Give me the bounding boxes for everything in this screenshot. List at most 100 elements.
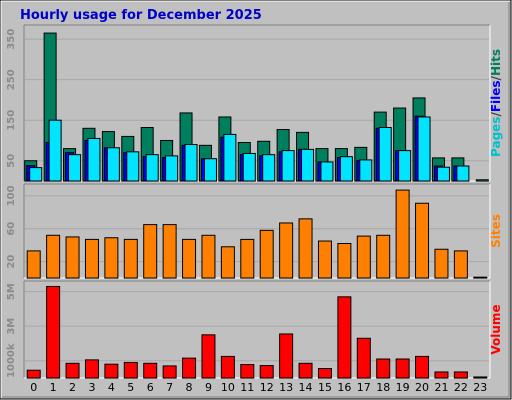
bar-sites: [123, 238, 138, 279]
bar-sites: [182, 238, 197, 279]
bar-pages: [320, 161, 334, 182]
bar-volume: [123, 361, 138, 379]
bar-sites: [201, 234, 216, 279]
x-tick-label: 11: [240, 381, 254, 394]
y-tick-label: 250: [6, 69, 17, 90]
side-label-part: Sites: [489, 214, 503, 248]
panel-side-label: Pages/Files/Hits: [489, 49, 503, 157]
x-tick-label: 0: [30, 381, 37, 394]
bar-sites: [104, 237, 119, 279]
bar-sites: [453, 250, 468, 279]
bar-pages: [475, 179, 489, 182]
bar-sites: [26, 250, 41, 279]
x-tick-label: 7: [166, 381, 173, 394]
bar-pages: [29, 167, 43, 182]
bar-pages: [359, 159, 373, 182]
panel-side-label: Volume: [489, 304, 503, 354]
bar-volume: [453, 371, 468, 379]
y-tick-label: 150: [6, 110, 17, 131]
bar-volume: [395, 358, 410, 379]
bar-volume: [104, 363, 119, 379]
x-tick-label: 6: [147, 381, 154, 394]
bar-sites: [434, 248, 449, 279]
y-tick-label: 3M: [6, 318, 17, 335]
x-tick-label: 21: [434, 381, 448, 394]
bar-sites: [415, 202, 430, 279]
y-tick-label: 350: [6, 29, 17, 50]
bar-sites: [356, 235, 371, 279]
side-label-part: Files: [489, 80, 503, 112]
x-tick-label: 12: [260, 381, 274, 394]
chart-panels: 50150250350Pages/Files/Hits2060100Sites1…: [6, 24, 503, 379]
side-label-part: /: [489, 112, 503, 117]
bar-volume: [240, 364, 255, 379]
bar-sites: [298, 218, 313, 279]
y-tick-label: 100: [6, 185, 17, 206]
x-tick-label: 14: [299, 381, 313, 394]
bar-pages: [126, 151, 140, 182]
y-tick-label: 5M: [6, 283, 17, 300]
bar-sites: [376, 234, 391, 279]
bar-pages: [417, 116, 431, 182]
bar-sites: [220, 246, 235, 279]
side-label-part: Pages: [489, 117, 503, 157]
x-tick-label: 23: [473, 381, 487, 394]
y-tick-label: 20: [6, 255, 17, 269]
bar-volume: [26, 369, 41, 379]
bar-sites: [317, 240, 332, 279]
side-label-part: Hits: [489, 49, 503, 76]
x-tick-label: 13: [279, 381, 293, 394]
x-tick-label: 1: [50, 381, 57, 394]
x-tick-label: 15: [318, 381, 332, 394]
bar-volume: [143, 362, 158, 379]
bar-volume: [473, 376, 488, 379]
bar-sites: [240, 238, 255, 279]
bar-sites: [46, 234, 61, 279]
bar-pages: [301, 148, 315, 182]
side-label-part: /: [489, 75, 503, 80]
x-tick-label: 3: [88, 381, 95, 394]
bar-pages: [281, 150, 295, 182]
bar-pages: [48, 119, 62, 182]
bar-sites: [162, 224, 177, 279]
bar-volume: [415, 355, 430, 379]
x-tick-label: 8: [186, 381, 193, 394]
chart-title: Hourly usage for December 2025: [20, 8, 262, 23]
x-tick-label: 2: [69, 381, 76, 394]
x-axis-labels: 0 1 2 3 4 5 6 7 8 9 10 11 12 13 14 15 16 17 18 19 20 21 22 23: [30, 381, 487, 394]
bar-volume: [220, 355, 235, 379]
y-tick-label: 60: [6, 222, 17, 236]
x-tick-label: 16: [337, 381, 351, 394]
bar-pages: [436, 166, 450, 182]
bar-pages: [145, 154, 159, 182]
bar-volume: [356, 337, 371, 379]
bar-pages: [339, 156, 353, 182]
bar-volume: [84, 359, 99, 379]
x-tick-label: 10: [221, 381, 235, 394]
bar-pages: [262, 154, 276, 182]
bar-volume: [46, 285, 61, 379]
x-tick-label: 4: [108, 381, 115, 394]
bar-pages: [223, 133, 237, 182]
bar-volume: [376, 358, 391, 379]
x-tick-label: 22: [454, 381, 468, 394]
bar-volume: [182, 357, 197, 379]
bar-sites: [65, 236, 80, 279]
bar-volume: [434, 371, 449, 379]
bar-volume: [337, 296, 352, 379]
bar-volume: [162, 365, 177, 379]
bar-pages: [398, 150, 412, 182]
bar-sites: [279, 222, 294, 279]
y-tick-label: 1000k: [6, 343, 17, 378]
bar-pages: [242, 152, 256, 182]
bar-pages: [184, 144, 198, 182]
bar-volume: [317, 368, 332, 379]
bar-pages: [378, 127, 392, 182]
side-label-part: Volume: [489, 304, 503, 354]
bar-volume: [201, 334, 216, 379]
bar-volume: [279, 333, 294, 379]
bar-volume: [298, 362, 313, 379]
panel-sites: 20 60 100 Sites: [6, 183, 503, 279]
x-tick-label: 19: [396, 381, 410, 394]
